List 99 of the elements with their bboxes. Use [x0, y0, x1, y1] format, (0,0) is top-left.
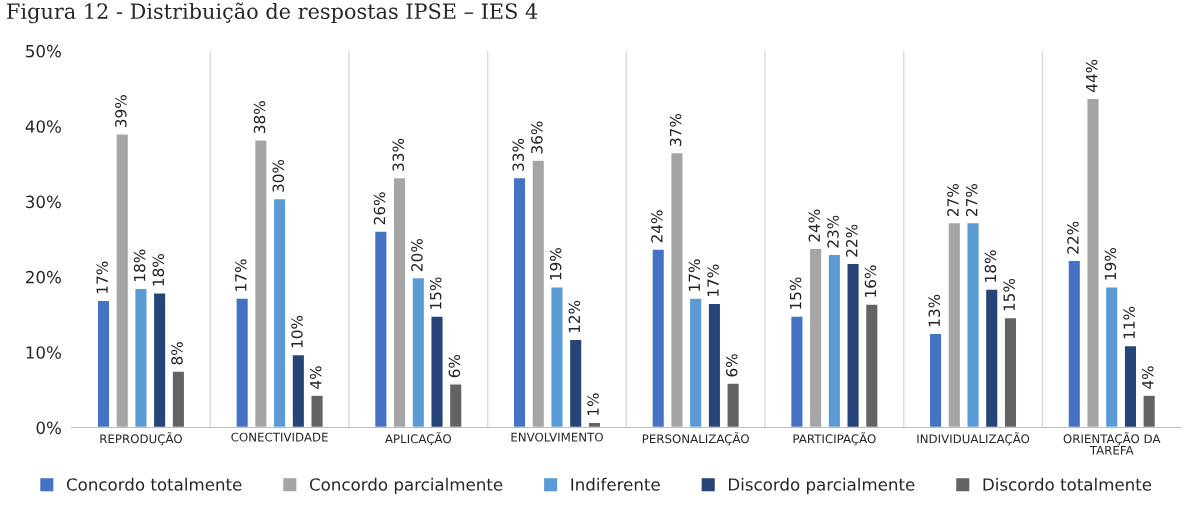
- bar: [568, 338, 583, 428]
- bar: [310, 394, 324, 428]
- bar: [550, 285, 564, 428]
- bar: [808, 247, 823, 428]
- y-tick-label: 30%: [26, 195, 61, 209]
- bar: [928, 332, 943, 428]
- bar: [1067, 259, 1082, 428]
- x-tick-label: REPRODUÇÃO: [100, 432, 182, 446]
- x-tick-label: ENVOLVIMENTO: [511, 432, 603, 442]
- y-tick-label: 0%: [36, 421, 61, 435]
- data-label: 15%: [429, 277, 442, 309]
- x-tick-label: PERSONALIZAÇÃO: [642, 432, 749, 446]
- data-label: 38%: [253, 101, 266, 134]
- bar: [96, 299, 111, 428]
- bar: [133, 287, 148, 428]
- chart-title: Figura 12 - Distribuição de respostas IPSE – IES 4: [7, 2, 538, 24]
- bar: [531, 159, 546, 428]
- bar: [512, 176, 527, 428]
- legend-label: Discordo parcialmente: [729, 477, 915, 494]
- data-label: 22%: [845, 224, 858, 257]
- data-label: 23%: [827, 215, 839, 248]
- bar: [1104, 285, 1119, 428]
- bar: [1123, 344, 1138, 428]
- legend-label: Discordo totalmente: [983, 477, 1152, 491]
- x-tick-label: PARTICIPAÇÃO: [793, 432, 876, 446]
- bar: [448, 383, 463, 428]
- data-label: 4%: [309, 366, 322, 389]
- bar: [411, 276, 426, 428]
- bar: [688, 297, 703, 428]
- data-label: 27%: [965, 183, 978, 216]
- bar: [984, 288, 999, 428]
- bar: [827, 253, 842, 428]
- data-label: 44%: [1085, 59, 1098, 93]
- data-label: 22%: [1067, 221, 1079, 254]
- bar: [707, 302, 722, 428]
- bar: [272, 197, 287, 428]
- data-label: 19%: [1104, 248, 1117, 280]
- bar: [1142, 394, 1157, 428]
- bar: [966, 221, 980, 428]
- data-label: 15%: [789, 277, 802, 309]
- bar: [171, 370, 186, 428]
- bar: [726, 382, 741, 428]
- bar: [392, 176, 407, 428]
- data-label: 18%: [984, 250, 997, 282]
- bar: [651, 248, 666, 428]
- data-label: 4%: [1142, 366, 1154, 389]
- x-tick-label: ORIENTAÇÃO DA TAREFA: [1063, 432, 1161, 455]
- data-label: 36%: [531, 121, 543, 154]
- bar: [670, 151, 684, 428]
- legend-label: Indiferente: [571, 477, 660, 491]
- data-label: 17%: [707, 264, 719, 297]
- data-label: 18%: [152, 254, 165, 286]
- bar: [1086, 97, 1100, 428]
- bar: [846, 262, 861, 428]
- data-label: 24%: [651, 210, 663, 243]
- data-label: 6%: [725, 354, 738, 377]
- y-tick-label: 40%: [25, 120, 61, 133]
- data-label: 20%: [411, 238, 423, 271]
- data-label: 16%: [864, 265, 877, 297]
- data-label: 27%: [947, 183, 959, 216]
- data-label: 10%: [291, 315, 303, 348]
- bar: [235, 297, 250, 428]
- data-label: 30%: [272, 159, 285, 192]
- bar: [152, 292, 167, 428]
- y-tick-label: 20%: [26, 270, 61, 284]
- data-label: 17%: [688, 259, 701, 291]
- data-label: 6%: [448, 354, 461, 378]
- legend-label: Concordo totalmente: [66, 477, 242, 491]
- y-tick-label: 10%: [26, 346, 61, 359]
- data-label: 18%: [133, 249, 146, 281]
- data-label: 12%: [568, 300, 581, 333]
- data-label: 17%: [235, 259, 247, 291]
- bar: [947, 221, 962, 428]
- data-label: 19%: [549, 248, 562, 280]
- bar: [253, 139, 268, 428]
- x-tick-label: INDIVIDUALIZAÇÃO: [917, 432, 1030, 446]
- data-label: 33%: [512, 138, 524, 171]
- bar: [430, 315, 444, 428]
- legend-label: Concordo parcialmente: [309, 477, 503, 494]
- bar: [789, 315, 804, 428]
- x-tick-label: CONECTIVIDADE: [231, 432, 328, 442]
- data-label: 13%: [928, 294, 941, 327]
- data-label: 11%: [1123, 306, 1135, 339]
- data-label: 33%: [392, 138, 405, 171]
- bar: [1003, 316, 1018, 428]
- data-label: 1%: [587, 393, 599, 416]
- x-tick-label: APLICAÇÃO: [385, 432, 452, 446]
- bar: [291, 353, 306, 428]
- data-label: 26%: [373, 192, 386, 225]
- data-label: 24%: [808, 209, 821, 242]
- bar: [373, 230, 388, 428]
- data-label: 17%: [96, 261, 108, 294]
- bar: [115, 133, 130, 428]
- data-label: 39%: [115, 95, 127, 128]
- data-label: 15%: [1003, 278, 1015, 311]
- data-label: 8%: [171, 342, 183, 365]
- bar: [864, 303, 879, 428]
- data-label: 37%: [669, 113, 682, 146]
- y-tick-label: 50%: [26, 44, 61, 58]
